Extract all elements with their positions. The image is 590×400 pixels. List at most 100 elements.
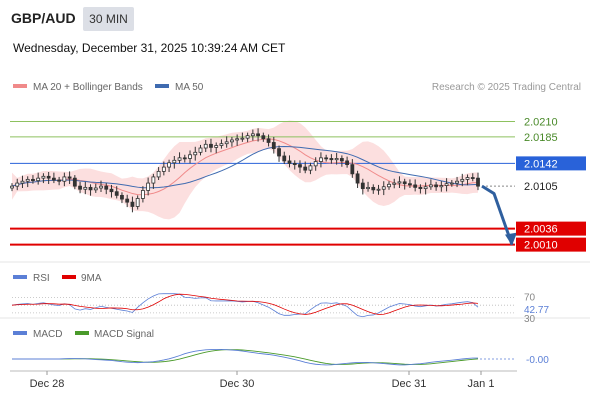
candle-body	[15, 182, 20, 187]
level-label-2.0185: 2.0185	[524, 132, 558, 144]
forecast-arrow	[481, 184, 517, 246]
macd-legend-swatch	[13, 331, 27, 335]
candle-body	[366, 186, 370, 190]
macd-panel: -0.00	[12, 348, 549, 366]
candle-body	[277, 148, 281, 157]
candle-body	[245, 135, 250, 139]
x-tick-label: Dec 31	[392, 378, 427, 390]
candle-body	[167, 162, 171, 168]
candle-body	[83, 186, 88, 190]
candle-body	[93, 187, 98, 191]
macd-last-value: -0.00	[526, 355, 549, 366]
candle-body	[282, 155, 287, 162]
macd-signal-line	[12, 349, 479, 365]
candle-body	[99, 185, 103, 189]
candle-body	[198, 147, 203, 153]
candle-body	[465, 177, 470, 180]
candle-body	[151, 176, 156, 184]
candle-body	[345, 160, 350, 166]
candle-body	[67, 176, 72, 179]
research-credit: Research © 2025 Trading Central	[432, 82, 581, 93]
x-tick-label: Dec 28	[30, 378, 65, 390]
macd-line	[12, 348, 479, 366]
candle-body	[423, 186, 428, 190]
candle-body	[188, 154, 192, 159]
chart-header: GBP/AUD 30 MIN Wednesday, December 31, 2…	[0, 0, 590, 68]
candle-body	[224, 141, 229, 145]
candle-body	[31, 178, 35, 182]
candle-body	[120, 194, 124, 200]
timeframe-badge[interactable]: 30 MIN	[83, 7, 134, 31]
rsi-ma-legend-label: 9MA	[81, 273, 102, 284]
candle-body	[360, 182, 365, 190]
candle-body	[476, 177, 480, 187]
candle-body	[203, 143, 208, 149]
candle-body	[413, 184, 418, 188]
candle-body	[298, 164, 302, 168]
candle-body	[261, 135, 266, 140]
candle-body	[392, 182, 397, 185]
ma20-legend-swatch	[13, 84, 27, 88]
candle-body	[125, 198, 130, 203]
candle-body	[41, 175, 46, 179]
level-label-2.0210: 2.0210	[524, 117, 558, 129]
candle-body	[36, 177, 41, 182]
rsi-tick-label: 70	[524, 293, 536, 304]
candle-body	[25, 178, 30, 182]
candle-body	[402, 181, 407, 185]
candle-body	[355, 173, 360, 184]
candle-body	[235, 138, 240, 141]
level-badge-2.0010	[516, 237, 586, 252]
candle-body	[193, 151, 198, 156]
macd-signal-legend-swatch	[75, 331, 89, 335]
candle-body	[109, 188, 114, 193]
candle-body	[397, 181, 402, 184]
candle-body	[20, 180, 25, 184]
candle-body	[140, 190, 145, 199]
candle-body	[114, 191, 119, 196]
candle-body	[10, 185, 14, 189]
ma20-legend-label: MA 20 + Bollinger Bands	[33, 82, 143, 93]
candle-body	[324, 157, 329, 160]
x-tick-label: Dec 30	[220, 378, 255, 390]
candle-body	[339, 158, 344, 162]
candle-body	[418, 186, 423, 190]
rsi-ma-line	[11, 293, 479, 315]
candle-body	[455, 180, 459, 184]
candle-body	[46, 175, 51, 179]
candlesticks	[10, 128, 480, 213]
candle-body	[308, 165, 313, 171]
candle-body	[350, 164, 355, 175]
level-label-2.0142: 2.0142	[524, 158, 558, 170]
level-label-2.0036: 2.0036	[524, 224, 558, 236]
rsi-line	[11, 293, 479, 318]
candle-body	[470, 177, 475, 179]
candle-body	[104, 185, 109, 190]
rsi-tick-label: 42.77	[524, 305, 549, 316]
candle-body	[130, 201, 135, 207]
candle-body	[319, 157, 323, 162]
candle-body	[172, 159, 177, 164]
candle-body	[408, 183, 412, 186]
level-badge-2.0142	[516, 156, 586, 171]
candle-body	[303, 166, 308, 171]
candle-body	[271, 142, 276, 150]
candle-body	[78, 185, 82, 190]
timestamp: Wednesday, December 31, 2025 10:39:24 AM…	[13, 41, 286, 55]
candle-body	[177, 157, 182, 161]
candle-body	[266, 138, 271, 143]
candle-body	[250, 133, 255, 137]
candle-body	[57, 179, 62, 182]
candle-body	[135, 198, 140, 207]
bollinger-band-area	[12, 120, 478, 220]
candle-body	[313, 161, 318, 167]
rsi-legend-label: RSI	[33, 273, 50, 284]
candle-body	[371, 186, 376, 191]
candle-body	[334, 158, 339, 161]
forecast-arrowhead	[505, 232, 517, 246]
level-label-2.0010: 2.0010	[524, 240, 558, 252]
candle-body	[381, 186, 386, 190]
candle-body	[439, 185, 444, 188]
